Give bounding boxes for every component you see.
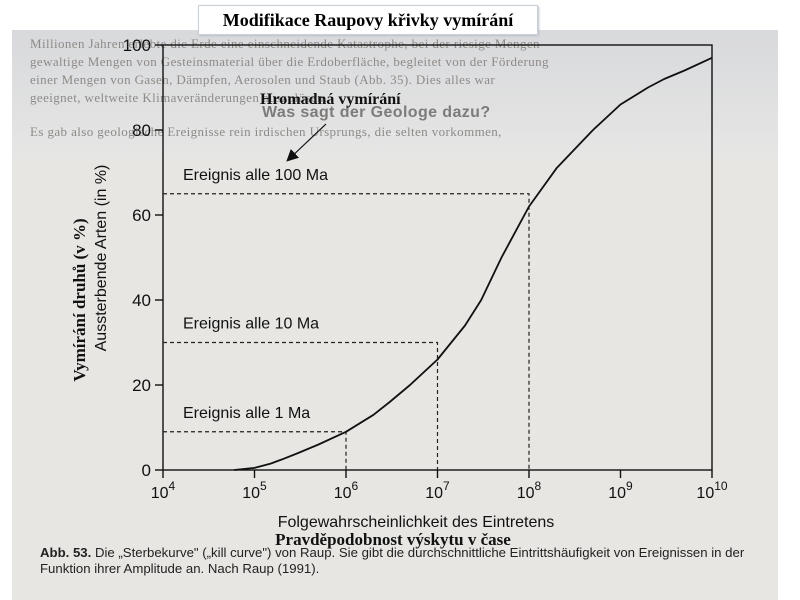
slide-title: Modifikace Raupovy křivky vymírání [198, 5, 538, 35]
x-tick-label: 105 [242, 479, 267, 502]
caption-lead: Die „Sterbekurve" („kill curve") von Rau… [94, 545, 336, 560]
kill-curve-line [234, 56, 713, 471]
y-axis-label: Aussterbende Arten (in %) [93, 165, 110, 352]
background-text-line: Millionen Jahren erlebte die Erde eine e… [30, 36, 540, 51]
background-text-line: gewaltige Mengen von Gesteinsmaterial üb… [30, 54, 549, 69]
y-tick-label: 100 [123, 36, 151, 55]
ref-box-10ma [163, 341, 439, 470]
annotation-label: Ereignis alle 10 Ma [183, 316, 319, 333]
mass-extinction-arrow [286, 123, 327, 162]
background-text-line: geeignet, weltweite Klimaveränderungen a… [30, 90, 328, 105]
background-text-line: Es gab also geologische Ereignisse rein … [30, 124, 502, 139]
mass-extinction-label: Hromadná vymírání [260, 91, 401, 108]
caption-rest: Sie gibt die durchschnittliche Eintritts… [40, 545, 745, 576]
y-tick-label: 0 [142, 461, 151, 480]
x-axis-label-overlay: Pravděpodobnost výskytu v čase [275, 530, 511, 549]
x-tick-label: 109 [608, 479, 633, 502]
y-tick-label: 60 [132, 206, 151, 225]
background-text-line: einer Mengen von Gasen, Dämpfen, Aerosol… [30, 72, 496, 87]
annotation-label: Ereignis alle 1 Ma [183, 405, 310, 422]
ref-box-100ma [163, 193, 530, 470]
x-tick-label: 107 [425, 479, 450, 502]
figure-caption: Abb. 53. Die „Sterbekurve" („kill curve"… [40, 545, 760, 577]
caption-figure-label: Abb. 53. [40, 545, 92, 560]
ref-box-1ma [163, 431, 347, 470]
y-axis-label-overlay: Vymírání druhů (v %) [70, 218, 89, 381]
x-tick-label: 104 [151, 479, 176, 502]
background-heading: Was sagt der Geologe dazu? [262, 104, 491, 121]
x-tick-label: 108 [517, 479, 542, 502]
x-tick-label: 106 [334, 479, 359, 502]
annotation-label: Ereignis alle 100 Ma [183, 167, 328, 184]
y-tick-label: 20 [132, 376, 151, 395]
y-tick-label: 40 [132, 291, 151, 310]
x-tick-label: 1010 [696, 479, 727, 502]
scanned-page-header [12, 30, 778, 160]
x-axis-label: Folgewahrscheinlichkeit des Eintretens [278, 514, 555, 531]
y-tick-label: 80 [132, 121, 151, 140]
